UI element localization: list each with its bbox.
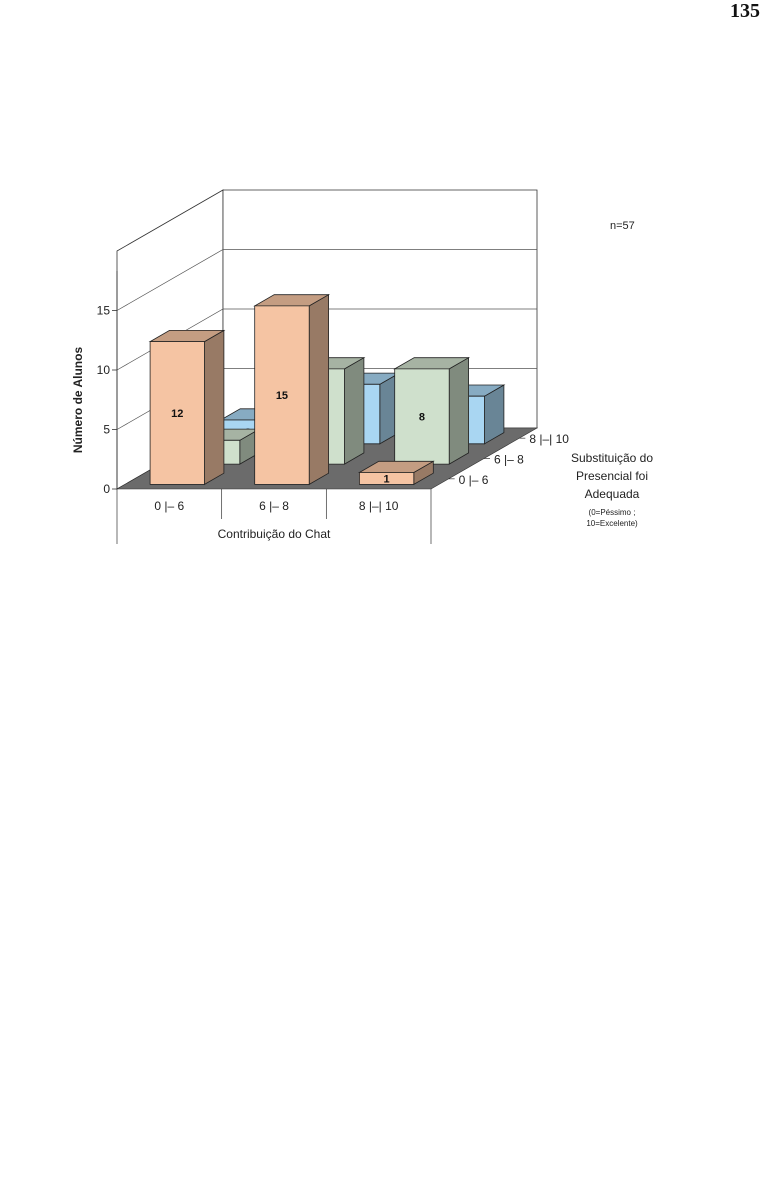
bar: 15 bbox=[253, 294, 331, 486]
bar-front bbox=[358, 472, 415, 485]
chart-bars: 25428812151 bbox=[148, 294, 506, 486]
sample-size-note: n=57 bbox=[610, 220, 635, 232]
chart-axes: 0 5 10 15 0 |– 6 6 |– 8 8 |–| 10 0 |– 6 6 |– 8 8 … bbox=[97, 271, 569, 544]
bar-value-label: 12 bbox=[171, 408, 183, 420]
x-tick-label: 8 |–| 10 bbox=[359, 499, 399, 513]
bar: 12 bbox=[148, 329, 226, 486]
bar-front bbox=[149, 341, 205, 485]
z-tick-label: 6 |– 8 bbox=[494, 453, 524, 467]
z-axis-title-line: Substituição do bbox=[571, 451, 653, 465]
bar: 8 bbox=[393, 357, 471, 465]
bar-value-label: 15 bbox=[276, 390, 288, 402]
z-axis-title-line: Presencial foi bbox=[576, 469, 648, 483]
z-axis-title: Substituição do Presencial foi Adequada (0=… bbox=[571, 451, 653, 528]
bar-side bbox=[344, 357, 365, 465]
bar-value-label: 8 bbox=[419, 411, 425, 423]
page-number: 135 bbox=[730, 0, 760, 22]
x-tick-label: 0 |– 6 bbox=[154, 499, 184, 513]
z-axis-subtitle-line: 10=Excelente) bbox=[586, 519, 638, 528]
z-axis-subtitle-line: (0=Péssimo ; bbox=[589, 508, 636, 517]
z-tick-label: 0 |– 6 bbox=[459, 473, 489, 487]
y-tick-label: 15 bbox=[97, 304, 111, 318]
z-tick-label: 8 |–| 10 bbox=[529, 432, 569, 446]
x-tick-label: 6 |– 8 bbox=[259, 499, 289, 513]
y-tick-label: 0 bbox=[103, 482, 110, 496]
x-axis-title: Contribuição do Chat bbox=[218, 527, 331, 541]
y-axis-title: Número de Alunos bbox=[71, 347, 85, 454]
y-tick-label: 10 bbox=[97, 363, 111, 377]
bar-side bbox=[204, 329, 225, 486]
z-axis-title-line: Adequada bbox=[585, 487, 640, 501]
bar-front bbox=[254, 305, 310, 485]
gridline bbox=[116, 249, 537, 311]
bar-side bbox=[448, 357, 470, 465]
bar-value-label: 1 bbox=[384, 473, 390, 485]
bar-side bbox=[308, 294, 330, 486]
bar: 1 bbox=[357, 460, 435, 485]
y-tick-label: 5 bbox=[103, 423, 110, 437]
